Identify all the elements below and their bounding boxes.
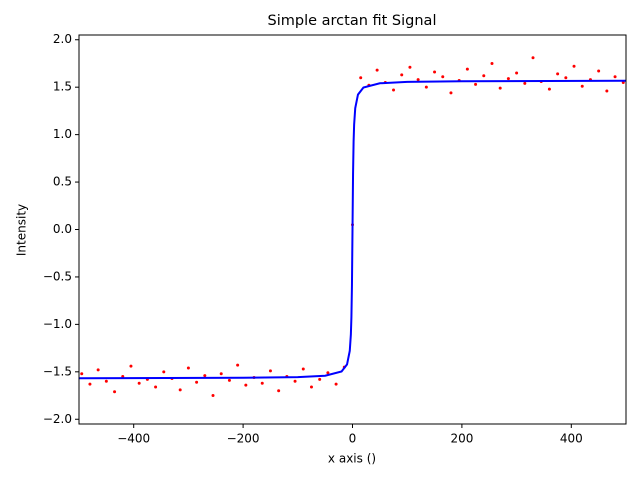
data-point bbox=[441, 75, 445, 79]
data-point bbox=[613, 75, 617, 79]
data-point bbox=[556, 72, 560, 76]
data-point bbox=[318, 377, 322, 381]
data-point bbox=[408, 65, 412, 69]
data-point bbox=[564, 76, 568, 80]
data-point bbox=[515, 71, 519, 75]
x-tick-label: 200 bbox=[450, 432, 473, 446]
x-tick-label: 400 bbox=[560, 432, 583, 446]
x-tick-label: −400 bbox=[117, 432, 150, 446]
data-point bbox=[162, 370, 166, 374]
data-point bbox=[490, 61, 494, 65]
data-point bbox=[482, 74, 486, 78]
data-point bbox=[301, 367, 305, 371]
data-point bbox=[154, 385, 158, 389]
chart-title: Simple arctan fit Signal bbox=[268, 13, 437, 29]
data-point bbox=[498, 86, 502, 90]
data-point bbox=[80, 372, 84, 376]
data-point bbox=[277, 389, 281, 393]
data-point bbox=[326, 371, 330, 375]
y-tick-label: 0.5 bbox=[53, 175, 72, 189]
data-point bbox=[465, 67, 469, 71]
data-point bbox=[293, 379, 297, 383]
y-tick-label: 0.0 bbox=[53, 222, 72, 236]
data-point bbox=[474, 82, 478, 86]
data-point bbox=[178, 388, 182, 392]
data-point bbox=[203, 374, 207, 378]
data-point bbox=[227, 378, 231, 382]
data-point bbox=[605, 89, 609, 93]
y-axis-label: Intensity bbox=[15, 204, 29, 256]
data-point bbox=[400, 73, 404, 77]
data-point bbox=[359, 76, 363, 80]
y-tick-label: 1.5 bbox=[53, 80, 72, 94]
data-point bbox=[96, 368, 100, 372]
fit-line bbox=[78, 79, 627, 380]
data-point bbox=[104, 379, 108, 383]
x-tick-label: 0 bbox=[349, 432, 357, 446]
data-point bbox=[113, 390, 117, 394]
data-point bbox=[392, 88, 396, 92]
plot-frame bbox=[78, 34, 627, 425]
data-point bbox=[211, 394, 215, 398]
data-point bbox=[424, 85, 428, 89]
data-point bbox=[449, 91, 453, 95]
y-tick-label: 1.0 bbox=[53, 127, 72, 141]
y-tick-label: −2.0 bbox=[43, 412, 72, 426]
x-axis-label: x axis () bbox=[328, 452, 376, 466]
data-point bbox=[580, 84, 584, 88]
data-point bbox=[88, 382, 92, 386]
data-point bbox=[547, 87, 551, 91]
data-point bbox=[219, 372, 223, 376]
data-point bbox=[260, 381, 264, 385]
data-point bbox=[268, 369, 272, 373]
y-tick-label: 2.0 bbox=[53, 32, 72, 46]
data-point bbox=[137, 381, 141, 385]
data-point bbox=[375, 68, 379, 72]
data-point bbox=[236, 363, 240, 367]
data-point bbox=[597, 69, 601, 73]
data-point bbox=[334, 382, 338, 386]
data-point bbox=[433, 70, 437, 74]
data-point bbox=[195, 380, 199, 384]
data-point bbox=[309, 385, 313, 389]
data-point bbox=[416, 78, 420, 82]
y-tick-label: −1.0 bbox=[43, 317, 72, 331]
data-point bbox=[572, 64, 576, 68]
data-point bbox=[129, 364, 133, 368]
data-point bbox=[523, 81, 527, 85]
data-point bbox=[531, 56, 535, 60]
x-tick-label: −200 bbox=[227, 432, 260, 446]
y-tick-label: −0.5 bbox=[43, 269, 72, 283]
y-tick-label: −1.5 bbox=[43, 364, 72, 378]
data-point bbox=[186, 366, 190, 370]
data-point bbox=[244, 383, 248, 387]
data-point bbox=[506, 77, 510, 81]
